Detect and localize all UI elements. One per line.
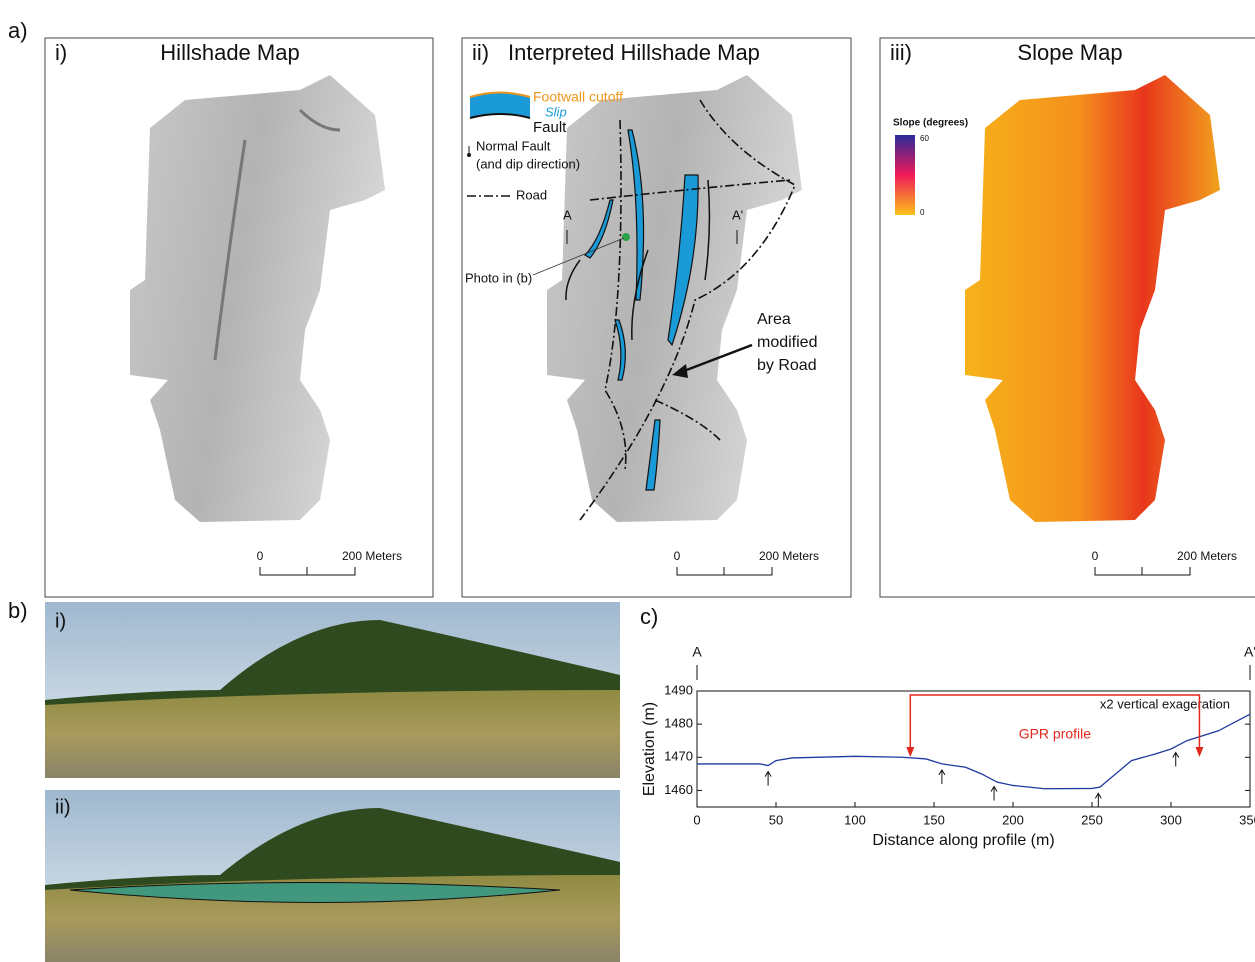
hillshade: [130, 75, 385, 522]
y-tick-label: 1490: [664, 682, 693, 697]
section-marker: A': [1244, 644, 1255, 660]
note: x2 vertical exageration: [1100, 696, 1230, 711]
x-tick-label: 50: [769, 812, 783, 827]
scale-label: 0: [257, 549, 264, 563]
fault-arrow: [939, 770, 945, 784]
map-panel: i) Hillshade Map 0 200 Meters: [45, 38, 433, 597]
section-marker: A': [732, 207, 743, 222]
map-label: iii): [890, 40, 912, 65]
gpr-label: GPR profile: [1019, 726, 1092, 742]
x-tick-label: 100: [844, 812, 866, 827]
color-bar-label: 60: [920, 134, 929, 143]
scale-bar: [677, 567, 772, 575]
scale-bar: [260, 567, 355, 575]
y-tick-label: 1480: [664, 716, 693, 731]
section-marker: A: [692, 644, 702, 660]
legend-label: Fault: [533, 119, 567, 136]
x-axis-label: Distance along profile (m): [872, 832, 1054, 849]
panel-label: a): [8, 18, 28, 43]
map-panel: ii) Interpreted Hillshade Map Footwall c…: [462, 38, 851, 597]
x-tick-label: 150: [923, 812, 945, 827]
scale-bar: [1095, 567, 1190, 575]
x-tick-label: 300: [1160, 812, 1182, 827]
fault-arrow: [1173, 753, 1179, 767]
photo: ii): [45, 790, 620, 962]
map-label: ii): [472, 40, 489, 65]
scale-label: 0: [1092, 549, 1099, 563]
legend-title: Slope (degrees): [893, 118, 968, 129]
legend-label: Road: [516, 187, 547, 202]
section-marker: A: [563, 207, 572, 222]
map-title: Hillshade Map: [160, 40, 299, 65]
map-title: Interpreted Hillshade Map: [508, 40, 760, 65]
legend-label: Normal Fault: [476, 138, 551, 153]
fault-arrow: [1095, 793, 1101, 807]
legend-label: Footwall cutoff: [533, 89, 623, 105]
y-tick-label: 1460: [664, 782, 693, 797]
page: { "panel_labels": {"a": "a)", "b": "b)",…: [0, 0, 1255, 962]
fault-arrow: [991, 786, 997, 800]
figure: a) i) Hillshade Map 0 200 Meters ii) Int…: [0, 0, 1255, 962]
annotation: by Road: [757, 357, 817, 374]
scale-label: 0: [674, 549, 681, 563]
map-title: Slope Map: [1017, 40, 1122, 65]
panel-label: b): [8, 598, 28, 623]
legend-label: (and dip direction): [476, 156, 580, 171]
y-tick-label: 1470: [664, 749, 693, 764]
map-label: i): [55, 40, 67, 65]
photo-field: [45, 690, 620, 778]
fault-arrow: [765, 772, 771, 786]
annotation: Photo in (b): [465, 270, 532, 285]
profile-line: [697, 714, 1250, 789]
x-tick-label: 250: [1081, 812, 1103, 827]
photo-label: ii): [55, 796, 71, 818]
gpr-arrow-head: [906, 747, 914, 757]
profile-chart: 0 50 100 150 200 250 300 350 1460 1470 1480 1490 Dis…: [641, 644, 1255, 850]
photo-location: [622, 233, 630, 241]
scale-label: 200 Meters: [342, 549, 402, 563]
map-panel: iii) Slope Map Slope (degrees) 60 0 0 20…: [880, 38, 1255, 597]
x-tick-label: 350: [1239, 812, 1255, 827]
color-bar-label: 0: [920, 208, 925, 217]
legend-normal-fault: [467, 153, 471, 157]
slope-surface: [965, 75, 1220, 522]
x-tick-label: 0: [693, 812, 700, 827]
y-axis-label: Elevation (m): [641, 702, 658, 796]
photo: i): [45, 602, 620, 778]
annotation: modified: [757, 334, 817, 351]
legend-label: Slip: [545, 104, 567, 119]
gpr-arrow-head: [1195, 747, 1203, 757]
color-bar: [895, 135, 915, 215]
scale-label: 200 Meters: [1177, 549, 1237, 563]
x-tick-label: 200: [1002, 812, 1024, 827]
scale-label: 200 Meters: [759, 549, 819, 563]
photo-label: i): [55, 610, 66, 632]
annotation: Area: [757, 311, 791, 328]
panel-label: c): [640, 604, 658, 629]
